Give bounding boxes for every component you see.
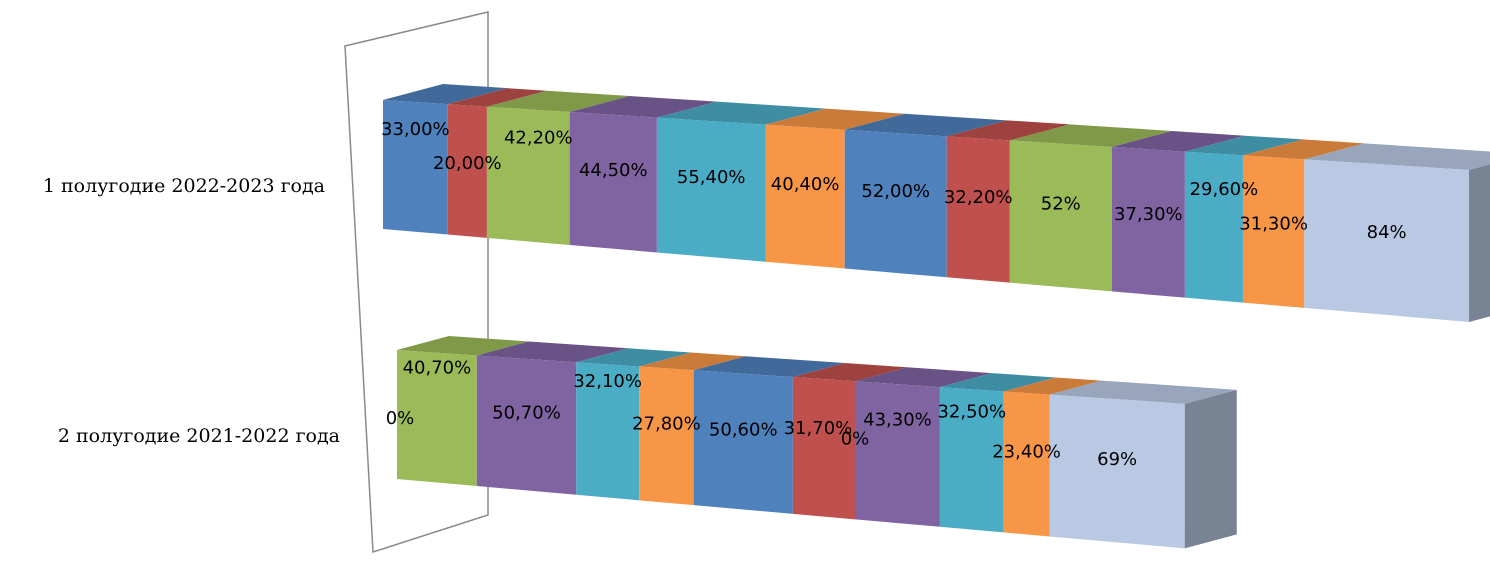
bar-segment bbox=[476, 355, 577, 495]
bar-segment-top bbox=[1304, 143, 1490, 170]
category-label: 1 полугодие 2022-2023 года bbox=[43, 175, 325, 197]
category-label: 2 полугодие 2021-2022 года bbox=[58, 425, 340, 447]
bar-segment-top bbox=[939, 373, 1056, 392]
bar-segment-top bbox=[1003, 377, 1102, 395]
data-label: 0% bbox=[841, 428, 870, 449]
data-label: 32,10% bbox=[573, 371, 642, 392]
bar-segment-top bbox=[639, 352, 746, 371]
bar-segment-top bbox=[1242, 139, 1365, 160]
bar-segment-top bbox=[397, 336, 529, 356]
data-label: 42,20% bbox=[504, 127, 573, 148]
data-label: 52,00% bbox=[861, 181, 930, 202]
bar-segment bbox=[765, 124, 845, 269]
data-label: 31,70% bbox=[784, 418, 853, 439]
bar-segment bbox=[792, 377, 856, 520]
data-label: 32,50% bbox=[937, 401, 1006, 422]
bar-segment-top bbox=[792, 363, 908, 382]
data-label: 29,60% bbox=[1190, 179, 1259, 200]
bar-segment-top bbox=[693, 356, 845, 378]
bar-end-cap bbox=[1184, 389, 1237, 549]
bar-segment bbox=[656, 117, 766, 262]
bar-segment-top bbox=[855, 367, 992, 388]
data-label: 32,20% bbox=[944, 187, 1013, 208]
bar-end-cap bbox=[1469, 164, 1490, 322]
bar-segment-top bbox=[576, 348, 692, 367]
bar-segment bbox=[693, 370, 793, 514]
data-label: 27,80% bbox=[632, 414, 701, 435]
data-label: 40,40% bbox=[771, 174, 840, 195]
bar-segment bbox=[397, 350, 477, 487]
bar-segment bbox=[447, 104, 487, 238]
data-label: 37,30% bbox=[1114, 204, 1183, 225]
data-label: 31,30% bbox=[1239, 213, 1308, 234]
data-label: 44,50% bbox=[579, 160, 648, 181]
bar-segment bbox=[1003, 391, 1050, 537]
back-wall-plane bbox=[344, 11, 489, 554]
data-label: 55,40% bbox=[677, 167, 746, 188]
bar-segment-top bbox=[1009, 124, 1172, 147]
bar-segment-top bbox=[656, 101, 826, 125]
data-label: 69% bbox=[1097, 449, 1137, 470]
data-labels: 33,00% 20,00%42,20% 44,50% 55,40% 40,40% 52,0… bbox=[381, 119, 1407, 470]
bar-segment-top bbox=[1049, 380, 1237, 404]
bar-segment-top bbox=[1184, 135, 1303, 156]
data-label: 20,00% bbox=[433, 153, 502, 174]
bar-segment-top bbox=[946, 120, 1070, 141]
bar-segment bbox=[855, 381, 940, 527]
data-label: 50,60% bbox=[709, 420, 778, 441]
data-label: 84% bbox=[1367, 222, 1407, 243]
bar-segment bbox=[1242, 155, 1305, 308]
bar-segment-top bbox=[844, 113, 1007, 137]
bar-segment-top bbox=[476, 341, 629, 363]
bar-segment-top bbox=[765, 108, 905, 130]
bar-segment bbox=[576, 362, 640, 501]
bar-segment bbox=[569, 112, 657, 253]
bar-segment bbox=[844, 129, 947, 278]
data-label: 40,70% bbox=[403, 358, 472, 379]
bar-segment bbox=[1184, 151, 1243, 303]
bar-segment-top bbox=[569, 96, 717, 118]
bar-segment-top bbox=[447, 88, 547, 107]
chart-back-wall bbox=[344, 11, 489, 554]
bar-segment bbox=[486, 106, 570, 245]
bar-segments bbox=[383, 84, 1490, 549]
data-label: 33,00% bbox=[381, 119, 450, 140]
bar-segment bbox=[1111, 146, 1185, 298]
bar-segment bbox=[946, 136, 1010, 283]
bar-segment bbox=[1009, 140, 1112, 292]
data-label: 23,40% bbox=[992, 442, 1061, 463]
data-label: 43,30% bbox=[863, 410, 932, 431]
bar-segment bbox=[1049, 394, 1185, 549]
category-labels: 1 полугодие 2022-2023 года 2 полугодие 20… bbox=[43, 175, 340, 447]
bar-segment bbox=[1304, 159, 1469, 322]
bar-segment bbox=[939, 387, 1004, 533]
bar-segment-top bbox=[383, 84, 508, 105]
bar-segment-top bbox=[1111, 130, 1245, 152]
bar-segment bbox=[639, 366, 694, 506]
data-label-zero: 0% bbox=[386, 408, 415, 429]
bar-segment bbox=[383, 100, 448, 235]
data-label: 52% bbox=[1041, 193, 1081, 214]
data-label: 50,70% bbox=[492, 403, 561, 424]
bar-segment-top bbox=[486, 90, 630, 113]
